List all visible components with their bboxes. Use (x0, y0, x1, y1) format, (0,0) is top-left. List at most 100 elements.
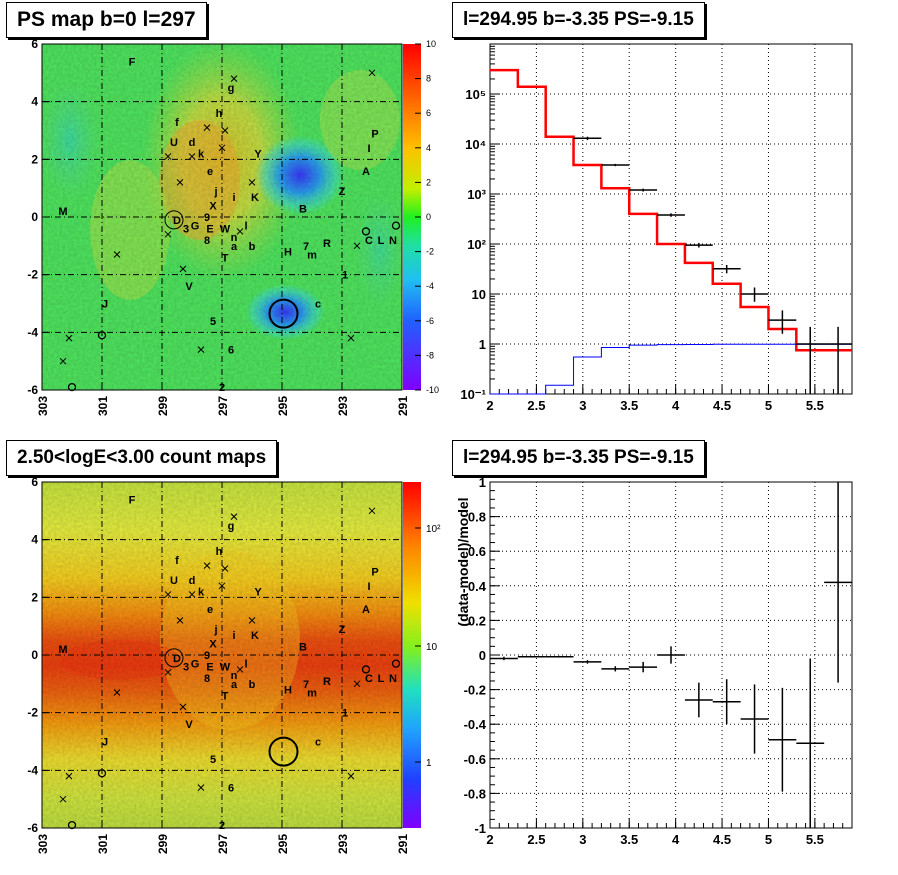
top-map-y-tick-label: 6 (31, 37, 38, 51)
spectrum-y-tick-label: 10 (472, 287, 486, 302)
top-map-target-circle (268, 298, 299, 329)
bottom-map-x-tick-label: 291 (396, 834, 410, 854)
bottom-map-source-label: U (170, 575, 178, 587)
bottom-map-source-label: M (58, 644, 67, 656)
top-map-source-label: e (207, 166, 213, 178)
bottom-map-x-tick-label: 295 (276, 834, 290, 854)
bottom-map-source-cross (221, 565, 229, 572)
residual-y-tick-label: -0.8 (464, 786, 486, 801)
top-map-source-label: c (315, 299, 321, 311)
bottom-map-source-circle (361, 665, 371, 674)
top-map-source-label: d (189, 137, 196, 149)
top-map-source-label: L (378, 235, 385, 247)
bottom-map-source-label: j (213, 624, 217, 636)
bottom-map-source-cross (113, 689, 121, 696)
top-colorbar-tick-label: -8 (426, 350, 434, 360)
bottom-map-source-cross (65, 772, 73, 780)
residual-x-tick-label: 4 (672, 832, 680, 847)
bottom-map-source-cross (164, 591, 172, 598)
top-map-source-label: j (213, 186, 217, 198)
model-total-line (490, 68, 852, 352)
residual-y-tick-label: 1 (479, 475, 486, 490)
top-map-source-label: g (228, 82, 235, 94)
top-map-source-label: V (185, 281, 193, 293)
bottom-map-y-tick-label: 6 (31, 475, 38, 489)
top-map-source-label: G (191, 221, 200, 233)
bottom-map-source-label: 1 (342, 708, 348, 720)
bottom-map-source-label: 2 (219, 820, 225, 832)
top-map-source-label: 1 (342, 270, 348, 282)
bottom-map-source-cross (368, 507, 376, 515)
top-colorbar-tick-label: 8 (426, 74, 431, 84)
bottom-map-source-cross (197, 784, 205, 791)
residual-plot: 2 2.5 3 3.5 4 4.5 5 5.5 1 0.8 0.6 0.4 0.2 0 -0.2 -0.4 -0… (455, 475, 853, 847)
residual-x-tick-label: 3.5 (620, 832, 638, 847)
spectrum-x-tick-label: 2.5 (527, 398, 545, 413)
spectrum-frame (489, 43, 853, 395)
bottom-map-source-label: B (299, 641, 307, 653)
top-map-source-label: Z (339, 186, 346, 198)
top-map-y-tick-label: 4 (31, 95, 38, 109)
top-map-source-label: M (58, 206, 67, 218)
top-colorbar-tick-label: 2 (426, 177, 431, 187)
top-map-source-circle (67, 382, 77, 392)
top-map-source-cross (248, 179, 256, 186)
top-map-source-cross (218, 144, 226, 152)
top-map-source-label: X (209, 200, 217, 212)
top-map-x-tick-label: 295 (276, 396, 290, 416)
top-map-source-label: f (175, 117, 179, 129)
top-map-y-tick-label: 2 (31, 152, 38, 166)
bottom-map-source-label: a (231, 679, 238, 691)
bottom-map-source-circle (164, 648, 184, 668)
residual-y-axis-label: (data-model)/model (455, 497, 471, 626)
top-map-source-cross (179, 265, 187, 273)
residual-y-tick-label: 0.6 (468, 544, 486, 559)
model-source-line (490, 343, 852, 395)
top-map-source-label: C (365, 235, 373, 247)
spectrum-y-tick-label: 10⁴ (465, 137, 486, 152)
top-map-source-cross (203, 124, 211, 131)
top-left-title: PS map b=0 l=297 (6, 2, 207, 38)
top-map-source-cross (113, 251, 121, 258)
residual-x-tick-label: 2 (486, 832, 493, 847)
bottom-right-title: l=294.95 b=-3.35 PS=-9.15 (452, 440, 705, 476)
spectrum-y-tick-label: 10³ (467, 187, 486, 202)
bottom-map-source-label: 8 (204, 673, 210, 685)
top-map-source-label: 8 (204, 235, 210, 247)
residual-y-tick-label: 0.2 (468, 613, 486, 628)
residual-y-tick-label: -0.4 (464, 717, 487, 732)
bottom-map-source-label: i (232, 630, 235, 642)
spectrum-y-tick-label: 1 (479, 337, 486, 352)
bottom-map-x-tick-label: 293 (336, 834, 350, 854)
top-map-source-cross (368, 69, 376, 77)
top-map-source-cross (236, 228, 244, 235)
top-map-source-cross (164, 153, 172, 160)
top-map-source-label: n (231, 232, 238, 244)
top-map-source-label: K (251, 192, 259, 204)
top-right-title: l=294.95 b=-3.35 PS=-9.15 (452, 2, 705, 38)
top-map-y-tick-label: -2 (27, 268, 38, 282)
bottom-left-title: 2.50<logE<3.00 count maps (6, 440, 278, 476)
bottom-map-x-tick-label: 299 (156, 834, 170, 854)
bottom-map-source-label: g (228, 520, 235, 532)
spectrum-x-tick-label: 5.5 (806, 398, 824, 413)
top-map-source-label: I (367, 143, 370, 155)
spectrum-x-tick-label: 4.5 (713, 398, 731, 413)
bottom-map-source-cross (176, 617, 184, 624)
top-map-source-label: 3 (183, 224, 189, 236)
bottom-map-x-tick-label: 303 (36, 834, 50, 854)
bottom-map-source-label: 5 (210, 754, 216, 766)
top-colorbar-tick-label: 6 (426, 108, 431, 118)
bottom-map-source-label: 3 (183, 662, 189, 674)
bottom-map-source-label: N (389, 673, 397, 685)
bottom-map-source-label: h (216, 546, 223, 558)
bottom-map-source-cross (230, 513, 238, 520)
top-map-source-label: b (249, 241, 256, 253)
bottom-map-source-label: C (365, 673, 373, 685)
top-colorbar-tick-label: 4 (426, 143, 431, 153)
bottom-colorbar-tick-label: 10² (426, 524, 441, 535)
bottom-map-source-label: W (220, 662, 231, 674)
bottom-map-source-label: n (231, 670, 238, 682)
